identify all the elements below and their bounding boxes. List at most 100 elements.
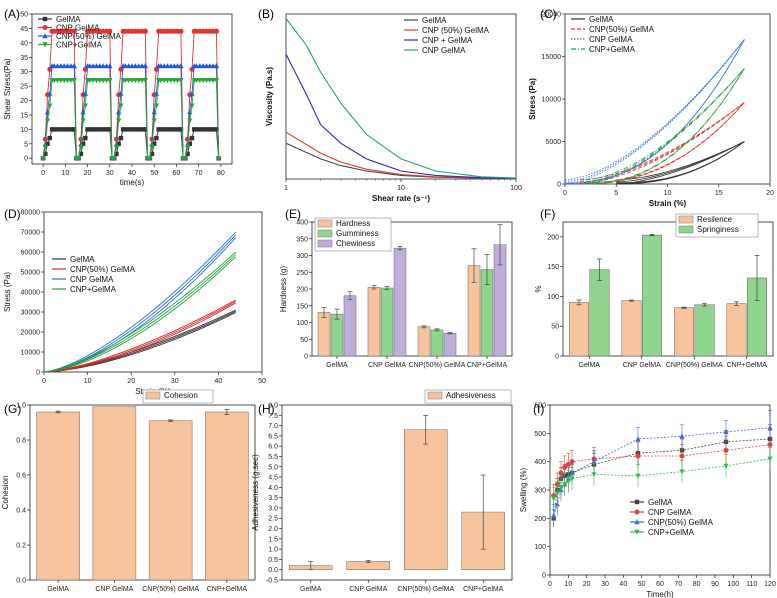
data-point xyxy=(679,433,685,439)
y-tick-label: 500 xyxy=(534,431,546,438)
data-point xyxy=(116,118,122,124)
data-point xyxy=(42,144,48,150)
panel-label: (B) xyxy=(258,7,274,21)
panel-f: (F) 0 50 100 150 200 GelMA CNP GelMA CNP(50%) Ge… xyxy=(534,207,774,369)
data-point xyxy=(767,424,773,430)
data-point xyxy=(200,78,206,84)
data-point xyxy=(97,63,103,69)
data-point xyxy=(214,127,219,132)
bar-Chewiness xyxy=(393,247,407,357)
series-CNP+GelMA xyxy=(585,68,745,185)
y-tick-label: 5000 xyxy=(545,139,561,146)
legend-label: CNP GelMA xyxy=(56,24,100,33)
data-point xyxy=(565,479,571,485)
data-point xyxy=(100,127,106,132)
data-point xyxy=(178,63,184,69)
data-point xyxy=(71,28,77,34)
data-point xyxy=(679,469,685,475)
y-tick-label: 3.5 xyxy=(268,495,278,502)
y-tick-label: 200 xyxy=(547,234,559,241)
data-point xyxy=(204,127,209,132)
y-tick-label: 150 xyxy=(296,303,308,310)
data-point xyxy=(168,127,174,132)
panel-d: (D) 0 10000 20000 30000 40000 50000 60000 70000 8… xyxy=(3,207,266,396)
panel-c: (C) 0 5000 10000 15000 20000 0 5 10 15 20 Strain (%… xyxy=(528,7,774,208)
x-tick-label: CNP GelMA xyxy=(368,362,406,369)
data-point xyxy=(723,463,729,469)
data-point xyxy=(178,78,184,84)
data-point xyxy=(168,78,174,84)
x-tick-label: 20 xyxy=(766,190,774,197)
y-tick-label: 1.5 xyxy=(268,536,278,543)
data-point xyxy=(162,127,167,132)
x-tick-label: 10 xyxy=(84,378,92,385)
panel-label: (I) xyxy=(533,402,544,416)
data-point xyxy=(65,127,70,132)
data-point xyxy=(185,151,190,157)
x-axis-label: Strain (%) xyxy=(649,199,687,208)
legend-label: CNP(50%) GelMA xyxy=(56,32,122,41)
x-tick-label: 80 xyxy=(217,170,225,177)
data-point xyxy=(116,141,121,147)
y-tick-label: 150 xyxy=(547,264,559,271)
data-point xyxy=(197,78,203,84)
legend-label: Gumminess xyxy=(336,229,379,238)
data-point xyxy=(54,78,61,84)
data-point xyxy=(93,78,100,84)
x-tick-label: 60 xyxy=(173,170,181,177)
panel-i: (I) 0 100 200 300 400 500 600 0 10 20 30 40 50 60 70 80 9… xyxy=(519,402,776,598)
data-point xyxy=(47,103,53,109)
data-point xyxy=(82,103,88,109)
data-point xyxy=(68,127,74,132)
y-tick-label: 300 xyxy=(296,253,308,260)
y-tick-label: 600 xyxy=(534,403,546,410)
x-tick-label: 30 xyxy=(601,581,609,588)
data-point xyxy=(114,151,119,157)
x-tick-label: 0 xyxy=(563,190,567,197)
data-point xyxy=(97,127,102,132)
y-tick-label: 0 xyxy=(24,156,28,163)
data-point xyxy=(111,156,117,162)
panel-g: (G) 0.0 0.2 0.4 0.6 0.8 1.0 GelMA CNP GelMA CNP(5… xyxy=(1,389,256,593)
x-tick-label: CNP+GelMA xyxy=(463,586,504,593)
x-tick-label: 90 xyxy=(711,581,719,588)
y-tick-label: 1.0 xyxy=(16,403,26,410)
y-tick-label: 0.4 xyxy=(16,508,26,515)
y-tick-label: 50 xyxy=(300,337,308,344)
data-point xyxy=(80,118,86,124)
bar-Hardness xyxy=(317,312,331,357)
x-tick-label: 1 xyxy=(284,185,288,192)
x-tick-label: 40 xyxy=(128,170,136,177)
data-point xyxy=(558,470,564,476)
plot-frame xyxy=(29,404,256,581)
bar-Hardness xyxy=(367,287,381,357)
x-tick-label: GelMA xyxy=(579,362,601,369)
y-tick-label: 200 xyxy=(296,287,308,294)
data-point xyxy=(64,63,71,69)
x-tick-label: 50 xyxy=(150,170,158,177)
x-tick-label: CNP+GelMA xyxy=(727,362,768,369)
y-tick-label: 0.6 xyxy=(16,473,26,480)
y-tick-label: 300 xyxy=(534,488,546,495)
data-point xyxy=(213,63,220,69)
data-point xyxy=(562,482,568,488)
x-tick-label: CNP GelMA xyxy=(349,586,387,593)
panel-label: (A) xyxy=(4,7,20,21)
series-CNP(50%) GelMA xyxy=(40,63,222,161)
x-tick-label: 70 xyxy=(674,581,682,588)
y-tick-label: 15000 xyxy=(542,54,562,61)
y-tick-label: 8.0 xyxy=(268,403,278,410)
y-tick-label: 50000 xyxy=(21,270,41,277)
y-tick-label: 25 xyxy=(20,84,28,91)
y-tick-label: 5 xyxy=(24,141,28,148)
x-tick-label: 110 xyxy=(746,581,757,588)
data-point xyxy=(139,127,145,132)
data-point xyxy=(76,156,82,162)
data-point xyxy=(182,156,188,162)
y-axis-label: Swelling (%) xyxy=(519,467,528,512)
legend-label: Chewiness xyxy=(336,239,375,248)
legend-label: Hardness xyxy=(336,219,370,228)
legend-label: GelMA xyxy=(56,15,81,24)
panel-b: (B) 1 10 100 Shear rate (s⁻¹) Viscosity (Pa.s… xyxy=(258,7,522,203)
